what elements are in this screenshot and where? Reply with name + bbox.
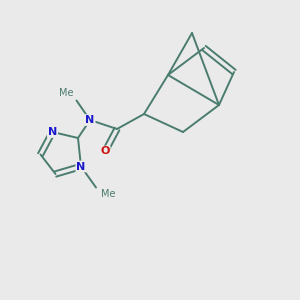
Text: N: N [85, 115, 94, 125]
Text: Me: Me [59, 88, 74, 98]
Text: O: O [100, 146, 110, 157]
Text: N: N [48, 127, 57, 137]
Text: N: N [76, 161, 85, 172]
Text: Me: Me [100, 189, 115, 199]
